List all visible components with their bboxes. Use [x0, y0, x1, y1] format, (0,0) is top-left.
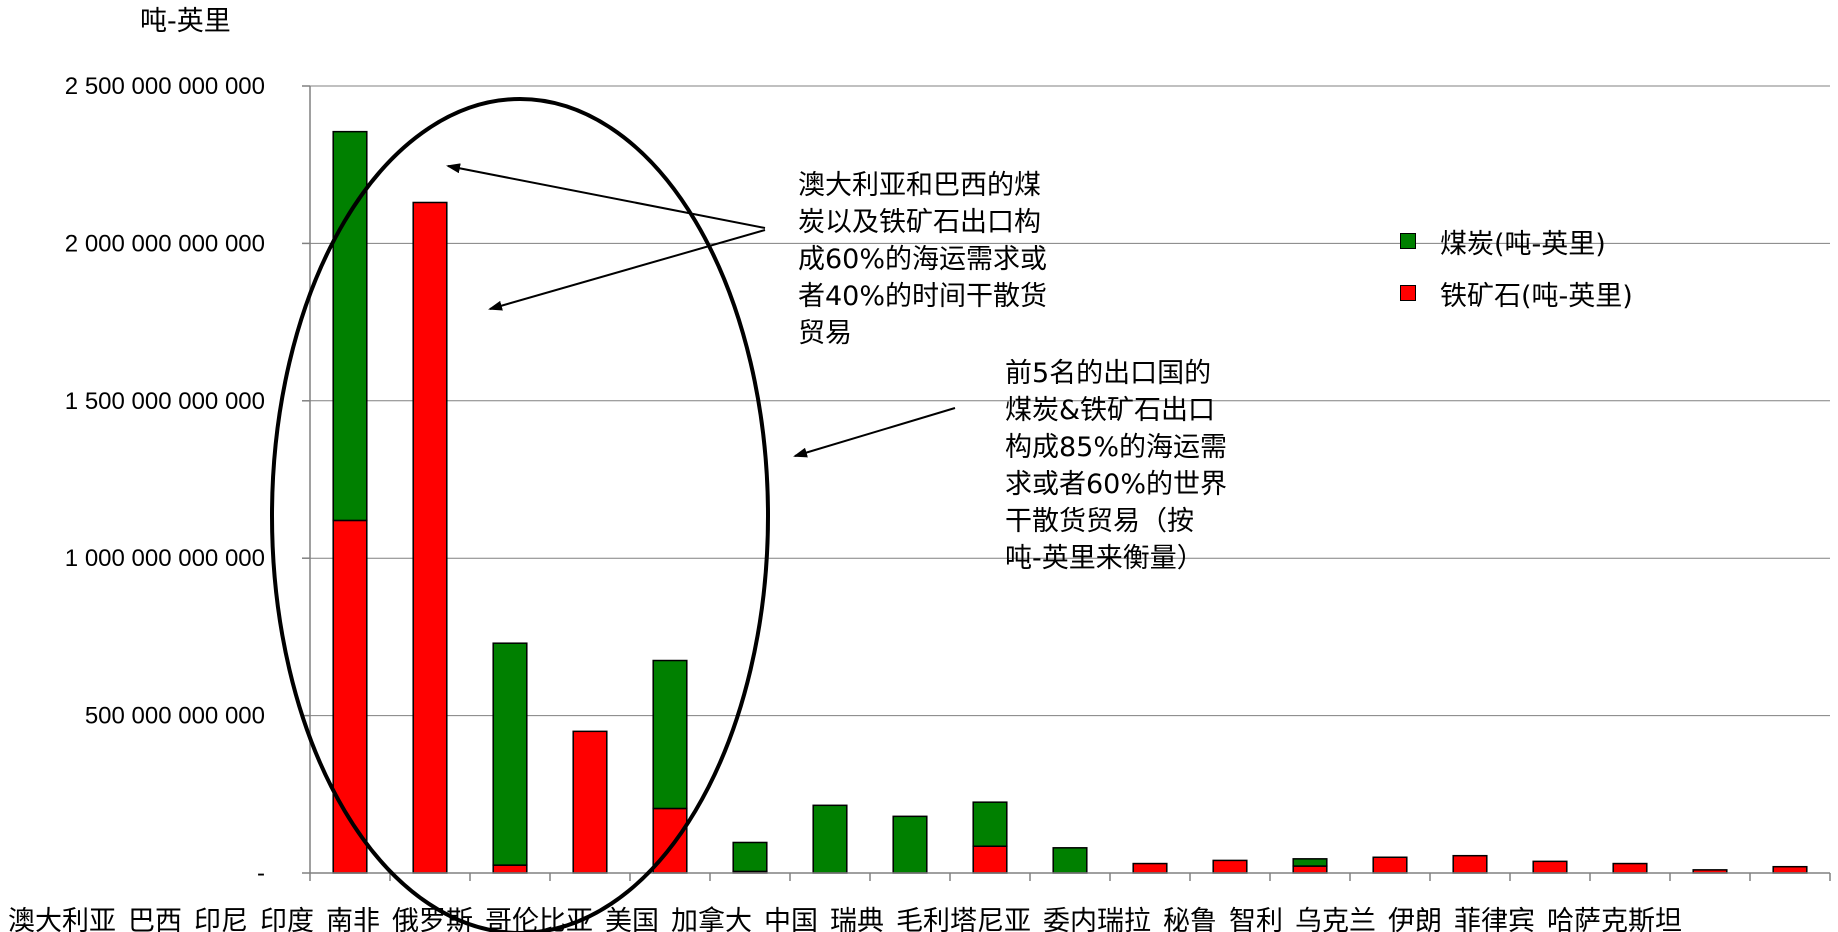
bar-coal: [492, 642, 528, 866]
bar-iron-ore: [1372, 856, 1408, 874]
highlight-ellipse: [270, 97, 770, 932]
y-axis-ticks: - 500 000 000 000 1 000 000 000 000 1 500 0…: [65, 73, 265, 887]
bars: [332, 130, 1808, 874]
bar-coal: [972, 801, 1008, 847]
bar-iron-ore: [1292, 865, 1328, 874]
x-tick-label: 哥伦比亚: [485, 906, 593, 932]
x-axis-ticks: 澳大利亚 巴西 印尼 印度 南非 俄罗斯 哥伦比亚 美国 加拿大 中国 瑞典 毛利塔尼亚 委内瑞拉 秘鲁智…: [8, 906, 1682, 932]
gridlines: [310, 85, 1830, 717]
x-tick-label: 哈萨克斯坦: [1547, 906, 1682, 932]
y-axis-unit-label: 吨-英里: [140, 6, 231, 37]
x-tick-label: 印度: [260, 906, 314, 932]
bar-iron-ore: [972, 845, 1008, 874]
x-tick-label: 澳大利亚: [8, 906, 116, 932]
note1-arrow-2: [488, 229, 766, 311]
bar-iron-ore: [1612, 862, 1648, 874]
bar-iron-ore: [412, 201, 448, 874]
y-tick-label: -: [257, 860, 265, 887]
bar-coal: [332, 130, 368, 522]
bar-iron-ore: [1532, 860, 1568, 874]
y-tick-label: 1 500 000 000 000: [65, 388, 265, 415]
legend: 煤炭(吨-英里) 铁矿石(吨-英里): [1400, 215, 1800, 319]
x-tick-label: 巴西: [128, 906, 182, 932]
y-tick-label: 1 000 000 000 000: [65, 545, 265, 572]
y-tick-label: 2 000 000 000 000: [65, 230, 265, 257]
x-tick-label: 智利: [1229, 906, 1283, 932]
bar-iron-ore: [1132, 862, 1168, 874]
legend-swatch-coal: [1400, 233, 1416, 249]
bar-iron-ore: [1212, 859, 1248, 874]
x-tick-label: 菲律宾: [1454, 906, 1535, 932]
x-tick-label: 印尼: [194, 906, 248, 932]
legend-label-coal: 煤炭(吨-英里): [1440, 228, 1606, 260]
x-tick-label: 加拿大: [671, 906, 752, 932]
legend-swatch-iron-ore: [1400, 285, 1416, 301]
x-tick-label: 美国: [605, 906, 659, 932]
note1-arrow-1: [446, 163, 766, 229]
x-tick-label: 中国: [764, 906, 818, 932]
x-tick-label: 伊朗: [1388, 906, 1442, 932]
legend-item-iron-ore: 铁矿石(吨-英里): [1400, 267, 1800, 319]
bar-coal: [892, 815, 928, 874]
x-tick-label: 秘鲁: [1163, 906, 1217, 932]
annotation-note1: 澳大利亚和巴西的煤 炭以及铁矿石出口构 成60%的海运需求或 者40%的时间干散…: [798, 170, 1048, 349]
bar-iron-ore: [332, 519, 368, 874]
legend-item-coal: 煤炭(吨-英里): [1400, 215, 1800, 267]
bar-iron-ore: [572, 730, 608, 874]
x-tick-label: 乌克兰: [1295, 906, 1376, 932]
bar-coal: [812, 804, 848, 874]
x-tick-label: 委内瑞拉: [1043, 906, 1151, 932]
x-tick-label: 毛利塔尼亚: [896, 906, 1031, 932]
bar-iron-ore: [1772, 865, 1808, 874]
x-tick-label: 瑞典: [830, 906, 884, 932]
y-tick-label: 500 000 000 000: [85, 703, 265, 730]
y-tick-label: 2 500 000 000 000: [65, 73, 265, 100]
bar-iron-ore: [492, 864, 528, 874]
bar-coal: [1292, 858, 1328, 867]
legend-label-iron-ore: 铁矿石(吨-英里): [1440, 280, 1633, 312]
note2-arrow: [793, 407, 956, 458]
bar-coal: [652, 659, 688, 810]
x-tick-label: 南非: [326, 906, 380, 932]
bar-coal: [1052, 847, 1088, 874]
bar-iron-ore: [1452, 854, 1488, 874]
annotation-note2: 前5名的出口国的 煤炭&铁矿石出口 构成85%的海运需 求或者60%的世界 干散…: [1005, 358, 1228, 574]
bar-coal: [732, 841, 768, 873]
